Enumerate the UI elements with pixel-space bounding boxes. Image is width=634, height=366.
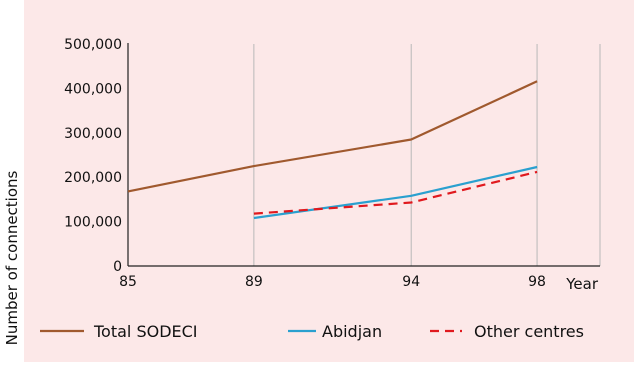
y-tick-label: 400,000 bbox=[64, 81, 122, 97]
x-tick-label: 85 bbox=[119, 274, 137, 290]
chart-panel-background bbox=[24, 0, 634, 362]
x-tick-labels: 85 89 94 98 bbox=[119, 274, 546, 290]
legend-label: Other centres bbox=[474, 322, 584, 341]
legend: Total SODECI Abidjan Other centres bbox=[40, 322, 584, 341]
x-tick-label: 98 bbox=[528, 274, 546, 290]
series-line bbox=[253, 170, 538, 215]
y-tick-labels: 0 100,000 200,000 300,000 400,000 500,000 bbox=[64, 37, 122, 275]
y-tick-label: 200,000 bbox=[64, 170, 122, 186]
grid-lines bbox=[253, 44, 601, 266]
series-lines bbox=[127, 80, 538, 220]
x-tick-label: 89 bbox=[245, 274, 263, 290]
axes bbox=[127, 43, 600, 267]
x-axis-title: Year bbox=[565, 275, 599, 293]
y-tick-label: 500,000 bbox=[64, 37, 122, 53]
y-tick-label: 300,000 bbox=[64, 126, 122, 142]
legend-label: Total SODECI bbox=[93, 322, 198, 341]
x-tick-label: 94 bbox=[402, 274, 420, 290]
legend-label: Abidjan bbox=[322, 322, 382, 341]
y-tick-label: 0 bbox=[113, 259, 122, 275]
y-tick-label: 100,000 bbox=[64, 215, 122, 231]
y-axis-title: Number of connections bbox=[3, 170, 21, 345]
series-line bbox=[127, 80, 538, 193]
